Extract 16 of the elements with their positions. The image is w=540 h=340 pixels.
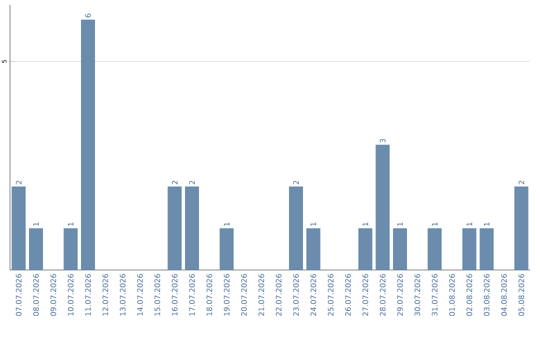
bar: [12, 186, 26, 270]
bar: [220, 228, 234, 270]
bar: [358, 228, 372, 270]
bar: [289, 186, 304, 270]
bar: [185, 186, 199, 270]
bar: [480, 228, 494, 270]
bar: [64, 228, 78, 270]
bar: [81, 20, 95, 270]
bar: [428, 228, 442, 270]
bar: [29, 228, 43, 270]
bar: [306, 228, 320, 270]
bar: [462, 228, 476, 270]
bar: [393, 228, 408, 270]
bar: [514, 186, 528, 270]
bar: [376, 144, 390, 270]
bar: [168, 186, 182, 270]
